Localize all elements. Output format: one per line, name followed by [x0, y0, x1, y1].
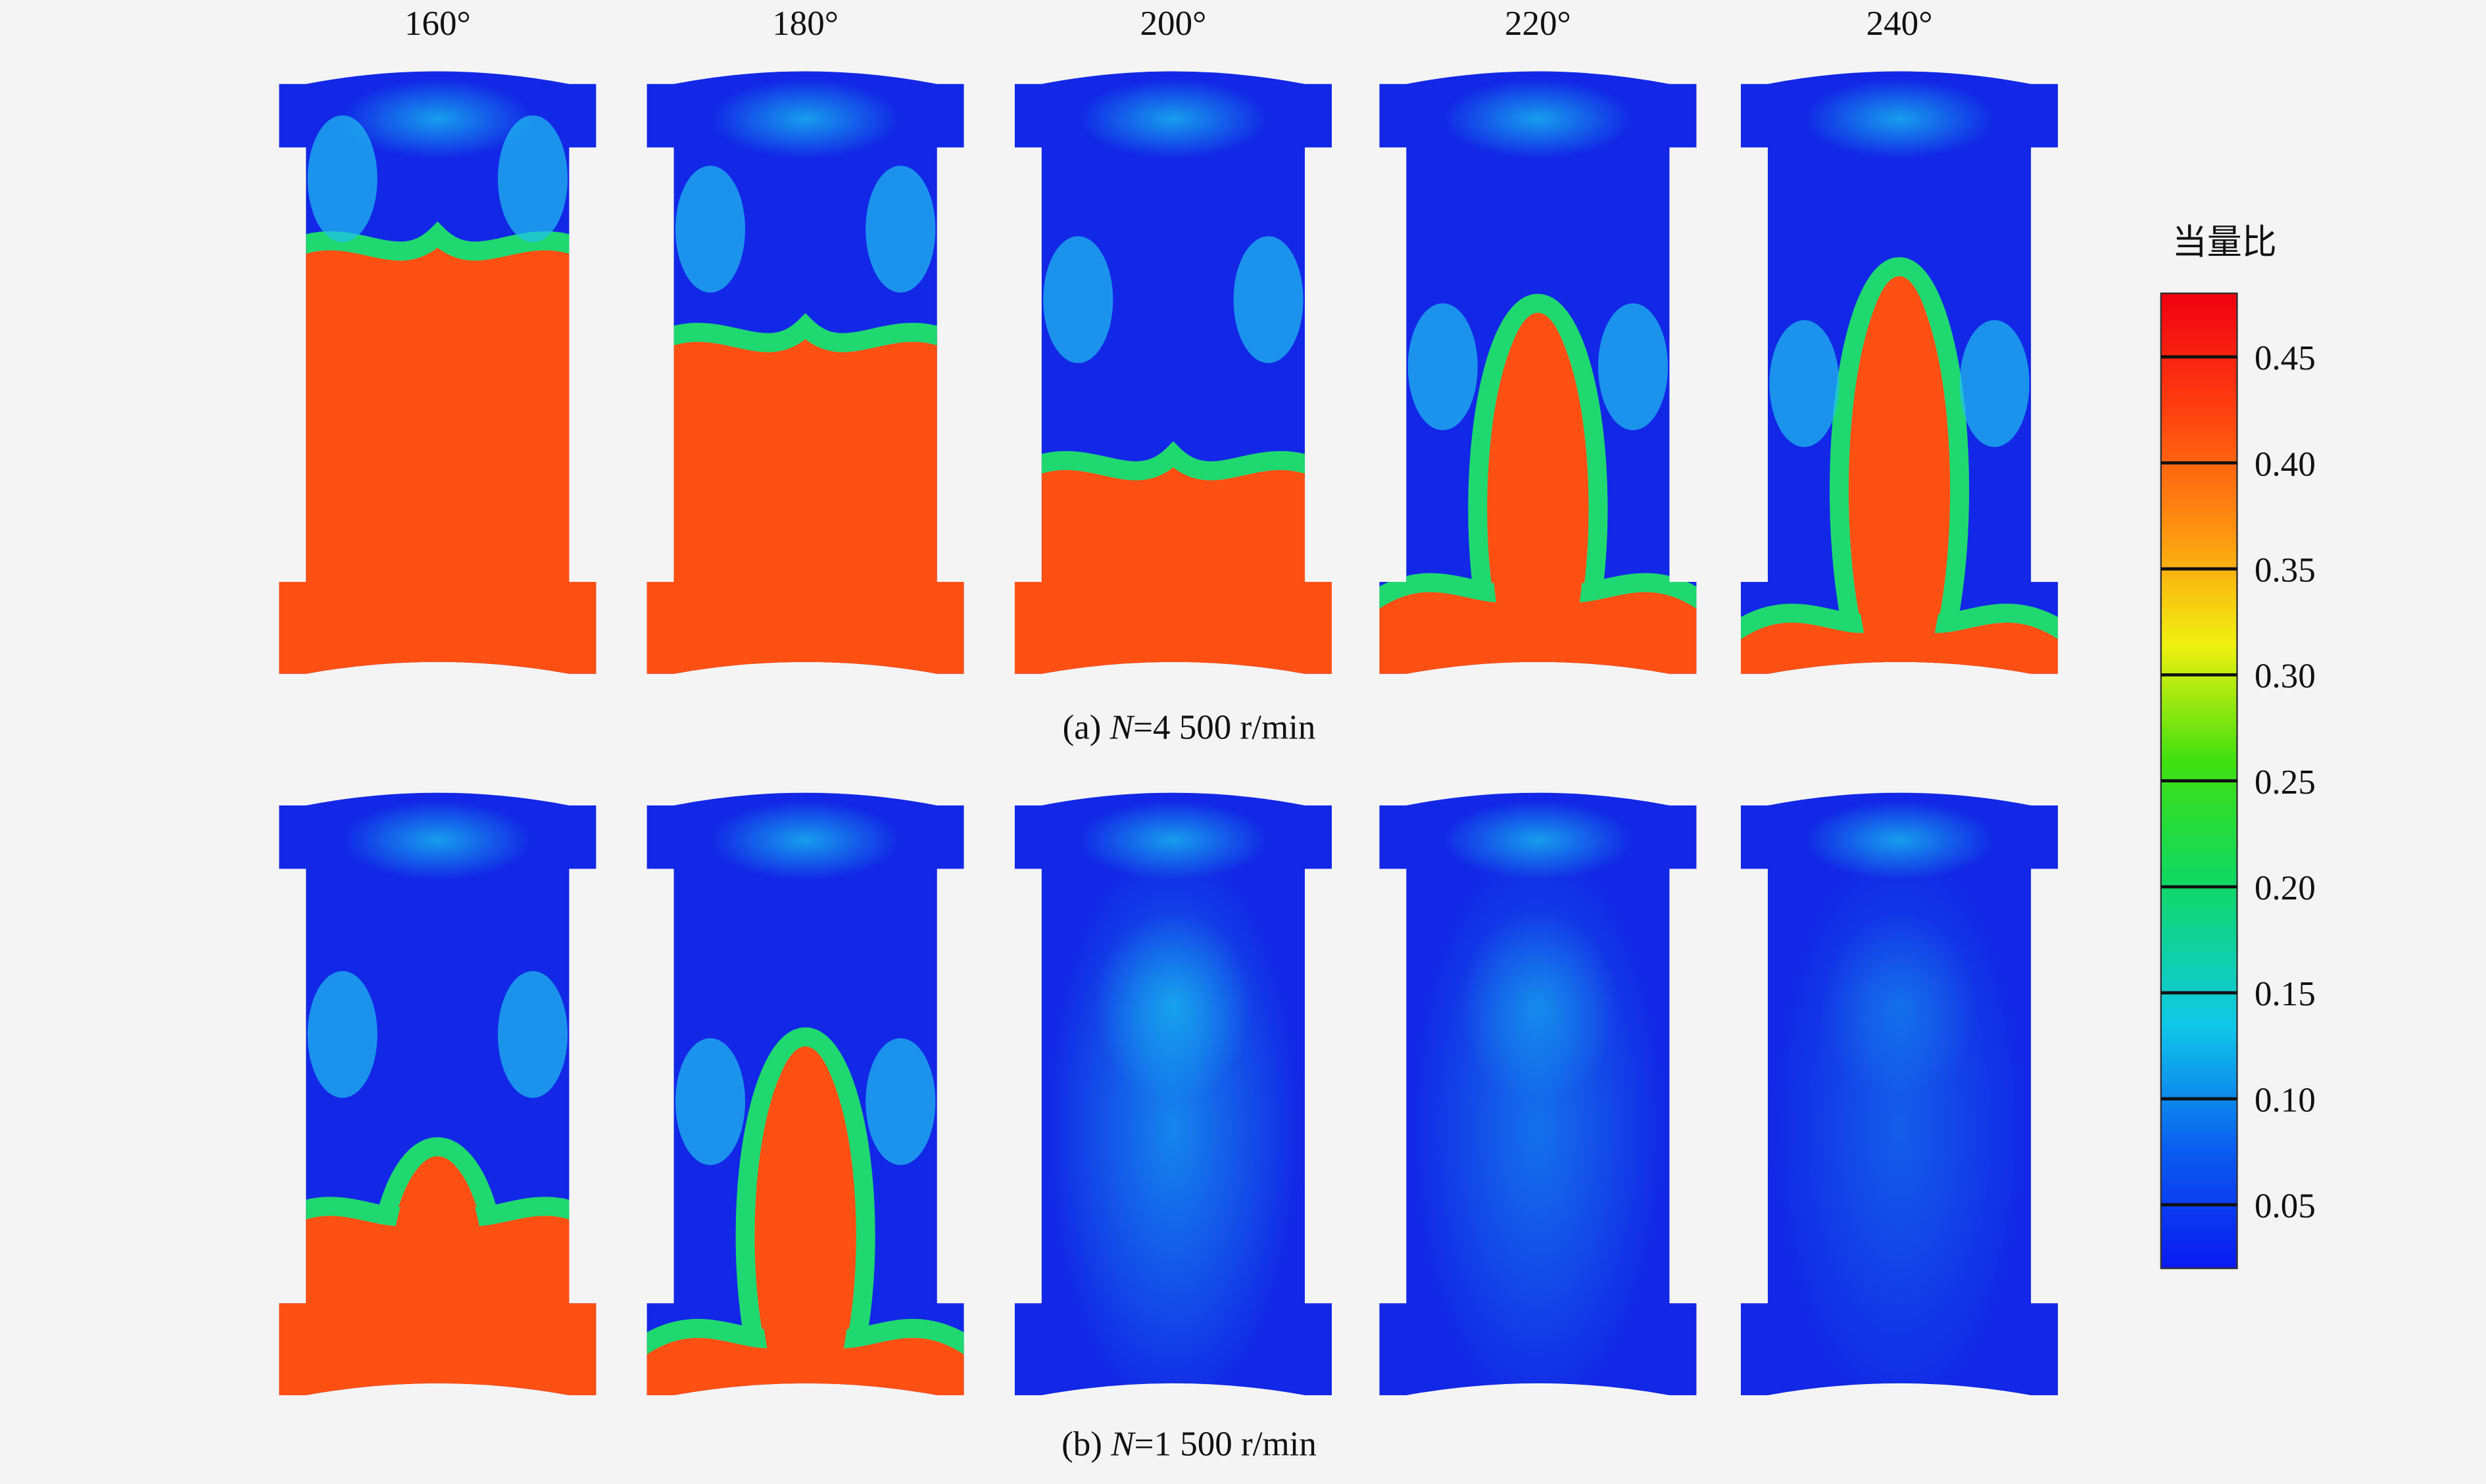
plume — [1094, 911, 1253, 1102]
top-blob — [710, 800, 901, 880]
caption-part: =4 500 r/min — [1133, 709, 1315, 747]
column-label: 180° — [772, 5, 839, 43]
panel-body — [646, 792, 964, 1395]
contour-panels — [279, 71, 2059, 1395]
colorbar-tick-label: 0.40 — [2254, 445, 2316, 483]
colorbar-tick-label: 0.10 — [2254, 1081, 2316, 1119]
contour-panel — [646, 71, 964, 674]
caption-part: =1 500 r/min — [1134, 1425, 1317, 1464]
contour-panel — [1379, 71, 1697, 674]
contour-panel — [1740, 792, 2059, 1395]
colorbar-tick-label: 0.45 — [2254, 339, 2316, 377]
colorbar-tick-label: 0.20 — [2254, 869, 2316, 907]
top-blob — [1078, 800, 1269, 880]
vortex — [307, 115, 378, 243]
vortex — [1959, 320, 2030, 447]
contour-panel — [1014, 792, 1332, 1395]
panel-body — [1014, 792, 1332, 1395]
top-blob — [710, 79, 901, 159]
top-blob — [1804, 79, 1995, 159]
jet-core — [1851, 276, 1947, 674]
vortex — [1598, 303, 1669, 431]
column-label: 220° — [1505, 5, 1571, 43]
caption-part: N — [1109, 709, 1135, 747]
caption-part: (b) — [1061, 1425, 1111, 1464]
caption: (a) N=4 500 r/min — [1063, 709, 1316, 747]
column-label: 240° — [1866, 5, 1933, 43]
vortex — [1233, 236, 1304, 364]
plume — [1820, 911, 1979, 1102]
vortex — [497, 115, 568, 243]
panel-body — [1379, 71, 1697, 674]
vortex — [865, 166, 936, 293]
jet-core — [1490, 312, 1586, 674]
colorbar-tick-label: 0.05 — [2254, 1187, 2316, 1226]
top-blob — [1442, 79, 1634, 159]
top-blob — [342, 79, 533, 159]
top-blob — [1804, 800, 1995, 880]
caption: (b) N=1 500 r/min — [1061, 1425, 1317, 1464]
vortex — [1407, 303, 1478, 431]
panel-body — [1379, 792, 1697, 1395]
panel-body — [1014, 71, 1332, 674]
jet-core — [390, 1156, 485, 1395]
plume — [1458, 911, 1617, 1102]
contour-panel — [1740, 71, 2059, 674]
caption-part: N — [1110, 1425, 1136, 1464]
top-blob — [1442, 800, 1634, 880]
panel-body — [1740, 792, 2059, 1395]
contour-panel — [646, 792, 964, 1395]
colorbar-tick-label: 0.15 — [2254, 975, 2316, 1013]
column-label: 160° — [404, 5, 471, 43]
front — [279, 221, 597, 674]
vortex — [497, 970, 568, 1098]
panel-body — [279, 71, 597, 674]
vortex — [307, 970, 378, 1098]
top-blob — [1078, 79, 1269, 159]
panel-body — [1740, 71, 2059, 674]
column-label: 200° — [1140, 5, 1207, 43]
contour-panel — [1379, 792, 1697, 1395]
colorbar-tick-label: 0.30 — [2254, 658, 2316, 696]
jet-core — [758, 539, 853, 674]
jet-core — [758, 1046, 853, 1395]
panel-body — [646, 71, 964, 674]
colorbar-tick-label: 0.35 — [2254, 551, 2316, 589]
vortex — [865, 1038, 936, 1165]
vortex — [1769, 320, 1840, 447]
vortex — [675, 166, 746, 293]
colorbar-tick-label: 0.25 — [2254, 763, 2316, 802]
top-blob — [342, 800, 533, 880]
vortex — [1043, 236, 1113, 364]
contour-panel — [279, 71, 597, 674]
panel-body — [279, 792, 597, 1395]
caption-part: (a) — [1063, 709, 1110, 747]
contour-panel — [1014, 71, 1332, 674]
jet-core — [1125, 477, 1221, 674]
colorbar-title: 当量比 — [2172, 222, 2277, 262]
contour-panel — [279, 792, 597, 1395]
vortex — [675, 1038, 746, 1165]
